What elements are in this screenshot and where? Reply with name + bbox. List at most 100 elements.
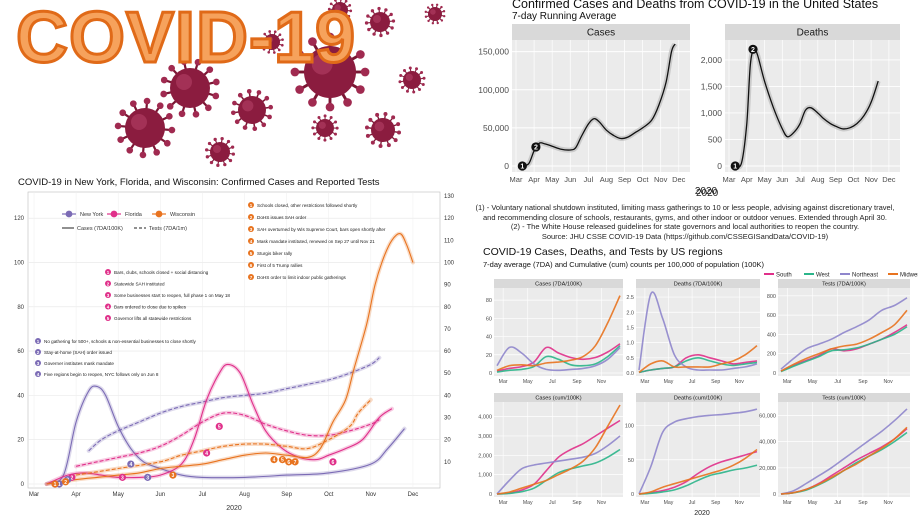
virus-icon xyxy=(424,3,446,25)
annotation-marker xyxy=(248,250,254,256)
legend-label: Midwest xyxy=(900,273,918,279)
us-notes: (1) - Voluntary national shutdown instit… xyxy=(470,203,900,241)
regions-chart: RegionSouthWestNortheastMidwestCases (7D… xyxy=(478,273,918,517)
x-tick-label: Mar xyxy=(723,175,736,184)
virus-icon xyxy=(364,111,402,149)
plot-area xyxy=(494,402,623,497)
x-tick-label: Oct xyxy=(324,492,334,498)
y2-tick-label: 50 xyxy=(444,371,451,377)
virus-spike-tip xyxy=(337,19,341,23)
annotation-marker xyxy=(35,371,41,377)
series-line xyxy=(780,309,908,372)
y-tick-label: 2,000 xyxy=(701,55,723,65)
plot-area xyxy=(778,402,910,497)
virus-spike-tip xyxy=(268,30,271,33)
virus-spike-tip xyxy=(343,18,346,22)
y-tick-label: 200 xyxy=(767,352,776,358)
annotation-text: Stay-at-home (SAH) order issued xyxy=(44,350,112,355)
virus-icon xyxy=(290,32,370,112)
x-tick-label: Mar xyxy=(783,500,792,506)
event-marker-label: 1 xyxy=(54,482,57,488)
series-line xyxy=(496,343,621,372)
virus-spike-tip xyxy=(431,3,434,7)
y-tick-label: 0 xyxy=(631,492,634,498)
virus-spike-tip xyxy=(280,43,284,47)
virus-highlight xyxy=(176,74,192,90)
series-line xyxy=(46,385,405,485)
virus-spike-tip xyxy=(205,155,210,159)
virus-body xyxy=(125,108,165,148)
virus-spike-tip xyxy=(367,27,371,32)
virus-spike-tip xyxy=(168,64,175,72)
y2-tick-label: 60 xyxy=(444,349,451,355)
y-tick-label: 60 xyxy=(486,316,492,322)
annotation-marker xyxy=(35,338,41,344)
annotation-text: Five regions begin to reopen, NYC follow… xyxy=(44,372,159,377)
virus-highlight xyxy=(242,100,254,112)
event-marker-label: 6 xyxy=(332,460,335,466)
legend-label: West xyxy=(816,273,830,279)
virus-spike-tip xyxy=(166,112,173,120)
y-tick-label: 0.5 xyxy=(626,356,634,362)
virus-icon xyxy=(114,97,176,159)
series-line xyxy=(638,356,758,374)
y-tick-label: 1.5 xyxy=(626,325,634,331)
virus-spike-tip xyxy=(436,21,439,25)
virus-spike-tip xyxy=(364,125,369,130)
annotation-text: DoHS issues SAH order xyxy=(257,215,307,220)
series-line xyxy=(638,345,758,374)
virus-spike-tip xyxy=(372,32,376,36)
series-line xyxy=(496,346,621,372)
facet-label: Deaths (cum/100K) xyxy=(674,396,722,402)
x-tick-label: Sep xyxy=(711,379,720,385)
y-tick-label: 20 xyxy=(486,353,492,359)
y-tick-label: 40 xyxy=(17,393,24,399)
virus-spike-tip xyxy=(260,43,263,46)
y-tick-label: 400 xyxy=(767,332,776,338)
legend-label: Wisconsin xyxy=(170,212,195,218)
x-tick-label: Oct xyxy=(848,175,861,184)
virus-spike-tip xyxy=(370,140,375,145)
virus-spike-tip xyxy=(166,103,174,110)
event-marker xyxy=(203,449,211,457)
event-marker-label: 3 xyxy=(146,475,149,481)
annotation-marker-label: 3 xyxy=(250,227,253,232)
virus-spike-tip xyxy=(427,19,430,23)
facet-strip xyxy=(725,24,900,40)
x-tick-label: Dec xyxy=(672,175,686,184)
y-tick-label: 100 xyxy=(625,424,634,430)
y-tick-label: 40 xyxy=(486,335,492,341)
virus-spike-tip xyxy=(114,122,122,130)
virus-highlight xyxy=(430,9,436,15)
us-year-label: 2020 xyxy=(696,188,719,199)
virus-spike-tip xyxy=(344,0,348,3)
series-line xyxy=(638,408,758,495)
virus-spike-tip xyxy=(385,31,390,35)
regions-chart-title: COVID-19 Cases, Deaths, and Tests by US … xyxy=(483,246,723,258)
event-marker-label: 7 xyxy=(294,460,297,466)
y-tick-label: 50,000 xyxy=(483,123,509,133)
virus-spike-tip xyxy=(329,116,333,120)
virus-highlight xyxy=(318,121,326,129)
virus-spike-tip xyxy=(377,6,381,11)
virus-spike-tip xyxy=(417,88,421,92)
y-tick-label: 100 xyxy=(14,260,25,266)
x-tick-label: May xyxy=(523,500,533,506)
virus-spike-tip xyxy=(226,139,231,144)
facet-strip xyxy=(636,279,760,288)
series-line xyxy=(496,295,621,372)
virus-spike-tip xyxy=(234,119,240,125)
series-line xyxy=(638,291,758,372)
x-tick-label: Sep xyxy=(281,492,292,498)
y2-tick-label: 110 xyxy=(444,238,454,244)
virus-spike-tip xyxy=(263,32,267,36)
virus-spike-tip xyxy=(415,67,419,71)
virus-spike-tip xyxy=(334,120,338,124)
event-marker-label: 6 xyxy=(287,460,290,466)
series-line xyxy=(88,357,380,452)
virus-spike-tip xyxy=(317,115,321,119)
virus-spike-tip xyxy=(398,80,402,84)
virus-spike-tip xyxy=(334,0,337,2)
virus-spike-tip xyxy=(328,13,332,16)
y-tick-label: 80 xyxy=(486,298,492,304)
